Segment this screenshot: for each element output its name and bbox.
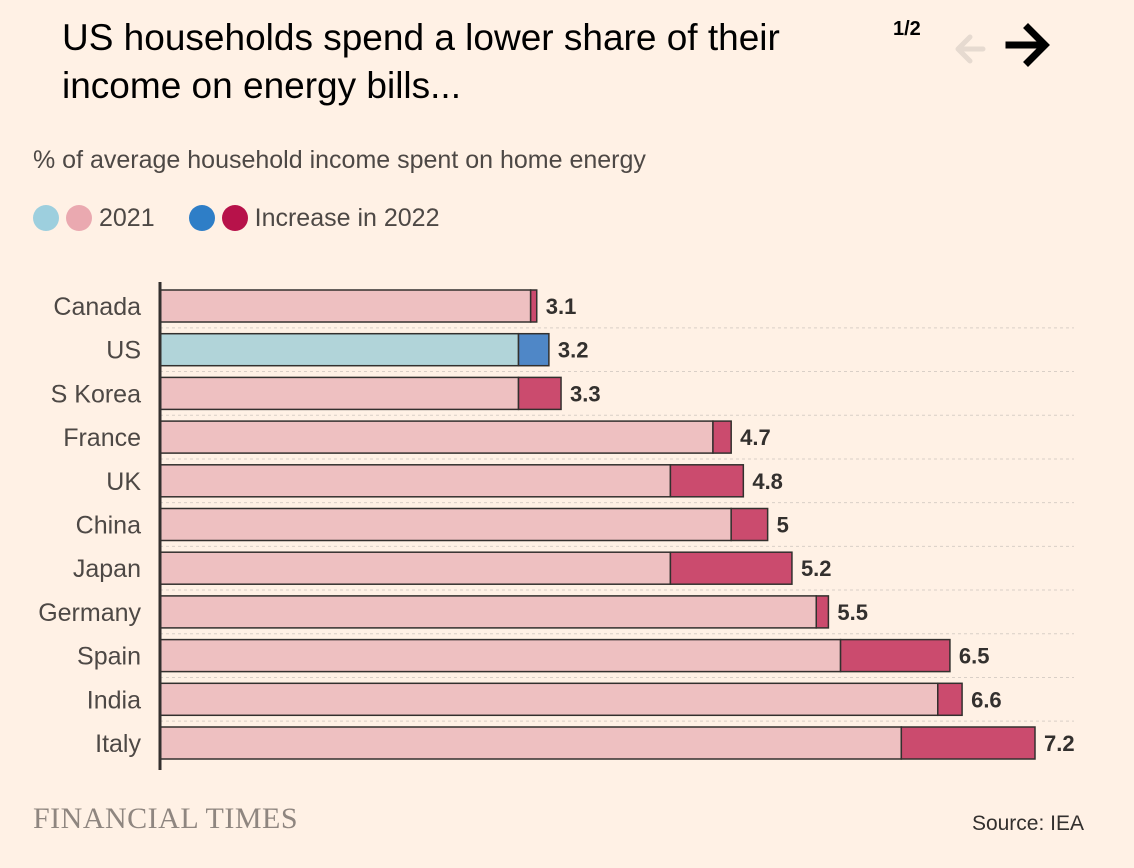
legend-dot-other-increase xyxy=(221,205,248,231)
legend-dot-us-2021 xyxy=(33,205,59,231)
bar-increase-2022 xyxy=(900,726,1036,760)
bar-2021 xyxy=(159,551,672,585)
page-indicator: 1/2 xyxy=(893,18,921,40)
bar-increase-2022 xyxy=(730,507,769,542)
ft-logo: FINANCIAL TIMES xyxy=(33,802,299,835)
bar-2021 xyxy=(159,376,520,411)
chart-title: US households spend a lower share of the… xyxy=(62,17,780,106)
value-label: 5 xyxy=(777,513,789,538)
category-label-france: France xyxy=(63,424,141,452)
value-label: 5.2 xyxy=(801,556,832,581)
category-label-uk: UK xyxy=(106,468,141,496)
category-label-canada: Canada xyxy=(53,293,141,321)
arrow-right-icon[interactable] xyxy=(1003,20,1053,70)
chart-subtitle: % of average household income spent on h… xyxy=(33,146,646,174)
bar-chart: Canada 3.1 US 3.2 S Korea 3.3 France 4.7 UK 4.8 Ch… xyxy=(38,282,1075,770)
value-label: 3.2 xyxy=(558,338,589,363)
bar-2021 xyxy=(159,638,842,673)
category-label-germany: Germany xyxy=(38,599,141,627)
value-label: 3.3 xyxy=(570,381,601,406)
category-label-china: China xyxy=(76,512,141,540)
bar-2021 xyxy=(159,332,520,367)
legend-dot-other-2021 xyxy=(66,205,92,231)
value-label: 6.5 xyxy=(959,644,990,669)
bar-increase-2022 xyxy=(712,420,732,454)
category-label-us: US xyxy=(106,337,141,365)
legend-dot-us-increase xyxy=(188,205,215,231)
arrow-left-icon[interactable] xyxy=(952,31,988,67)
legend: 2021 Increase in 2022 xyxy=(33,200,439,236)
value-label: 4.7 xyxy=(740,425,771,450)
bar-2021 xyxy=(159,507,732,542)
legend-label-increase: Increase in 2022 xyxy=(254,203,440,232)
bar-2021 xyxy=(159,682,939,717)
bar-increase-2022 xyxy=(517,332,550,367)
category-label-italy: Italy xyxy=(95,730,141,758)
bar-increase-2022 xyxy=(839,638,951,673)
bar-2021 xyxy=(159,420,714,454)
source-note: Source: IEA xyxy=(971,812,1084,835)
bar-increase-2022 xyxy=(669,464,745,498)
category-label-s-korea: S Korea xyxy=(51,380,141,408)
bar-increase-2022 xyxy=(517,376,562,411)
bar-increase-2022 xyxy=(669,551,793,585)
bar-2021 xyxy=(159,726,903,760)
bar-increase-2022 xyxy=(815,595,830,629)
category-label-spain: Spain xyxy=(77,643,141,671)
value-label: 3.1 xyxy=(546,294,577,319)
category-label-japan: Japan xyxy=(73,555,141,583)
value-label: 4.8 xyxy=(752,469,783,494)
value-label: 7.2 xyxy=(1044,731,1075,756)
value-label: 5.5 xyxy=(837,600,868,625)
bar-increase-2022 xyxy=(937,682,963,717)
bar-2021 xyxy=(159,464,672,498)
value-label: 6.6 xyxy=(971,687,1002,712)
category-label-india: India xyxy=(87,686,141,714)
legend-label-2021: 2021 xyxy=(99,203,155,232)
bar-2021 xyxy=(159,289,532,323)
bar-2021 xyxy=(159,595,817,629)
bar-increase-2022 xyxy=(529,289,538,323)
